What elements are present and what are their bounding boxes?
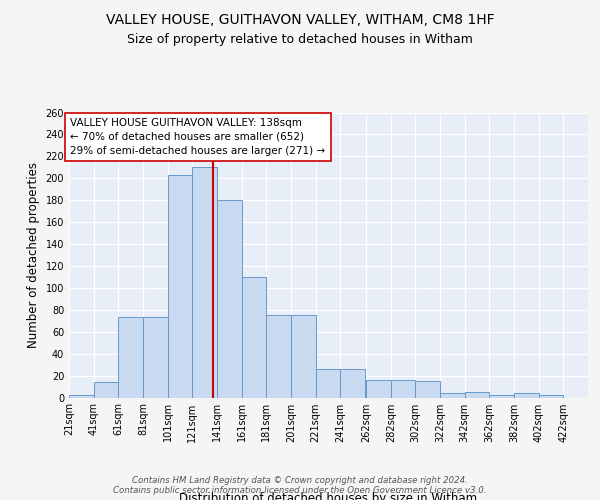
Bar [118, 318, 143, 398]
Bar [217, 200, 242, 398]
Bar [514, 393, 539, 398]
Bar [242, 277, 266, 398]
Bar [69, 396, 94, 398]
Bar [415, 381, 440, 398]
Bar [539, 396, 563, 398]
Bar [143, 318, 167, 398]
Bar [192, 168, 217, 398]
Bar [366, 380, 391, 398]
Bar [391, 380, 415, 398]
Bar [440, 393, 465, 398]
Y-axis label: Number of detached properties: Number of detached properties [27, 162, 40, 348]
X-axis label: Distribution of detached houses by size in Witham: Distribution of detached houses by size … [179, 492, 478, 500]
Bar [167, 175, 192, 398]
Bar [490, 396, 514, 398]
Text: Contains HM Land Registry data © Crown copyright and database right 2024.
Contai: Contains HM Land Registry data © Crown c… [113, 476, 487, 495]
Bar [94, 382, 118, 398]
Bar [316, 369, 340, 398]
Bar [291, 316, 316, 398]
Bar [465, 392, 490, 398]
Text: VALLEY HOUSE GUITHAVON VALLEY: 138sqm
← 70% of detached houses are smaller (652): VALLEY HOUSE GUITHAVON VALLEY: 138sqm ← … [70, 118, 325, 156]
Bar [340, 369, 365, 398]
Text: Size of property relative to detached houses in Witham: Size of property relative to detached ho… [127, 32, 473, 46]
Bar [266, 316, 291, 398]
Text: VALLEY HOUSE, GUITHAVON VALLEY, WITHAM, CM8 1HF: VALLEY HOUSE, GUITHAVON VALLEY, WITHAM, … [106, 12, 494, 26]
